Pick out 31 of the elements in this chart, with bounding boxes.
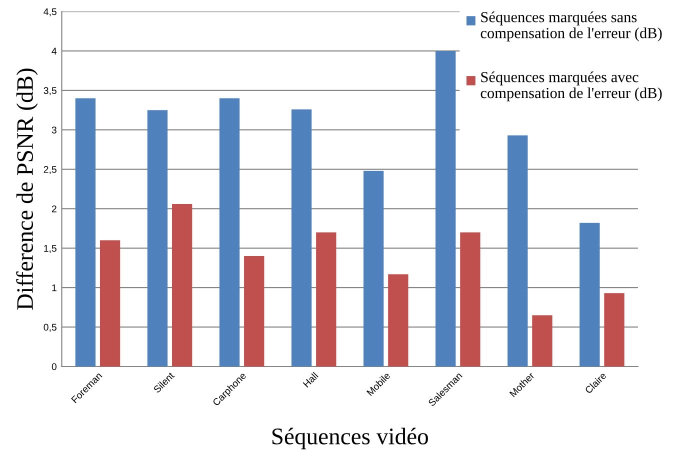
bar xyxy=(219,98,240,366)
y-tick-label: 4,5 xyxy=(44,8,56,16)
bar xyxy=(580,222,600,366)
legend-label: Séquences marquées avec compensation de l'erreur (dB) xyxy=(480,71,662,102)
bar xyxy=(604,293,624,366)
bar xyxy=(75,98,96,366)
y-tick-label: 1 xyxy=(52,284,56,292)
legend-label: Séquences marquées sans compensation de l'erreur (dB) xyxy=(480,12,662,42)
y-tick-label: 3,5 xyxy=(44,87,56,96)
bar xyxy=(436,50,456,366)
y-tick-label: 2,5 xyxy=(44,166,56,174)
bar xyxy=(244,256,264,366)
bar xyxy=(316,232,336,366)
bar xyxy=(291,109,312,366)
y-tick-label: 4 xyxy=(52,48,57,54)
y-axis-title: Difference de PSNR (dB) xyxy=(16,68,38,310)
bar xyxy=(508,135,528,366)
bar xyxy=(147,110,168,366)
y-tick-label: 0,5 xyxy=(44,324,56,332)
bar xyxy=(172,204,192,366)
bar xyxy=(460,232,480,366)
x-axis-title: Séquences vidéo xyxy=(272,428,428,450)
x-tick-label: Hall xyxy=(302,372,318,388)
y-tick-label: 2 xyxy=(52,205,56,212)
y-tick-label: 1,5 xyxy=(44,245,56,253)
y-tick-label: 0 xyxy=(52,363,56,370)
bar xyxy=(100,240,120,366)
bar xyxy=(532,315,552,366)
y-tick-label: 3 xyxy=(52,126,56,134)
bar xyxy=(388,274,408,366)
bar xyxy=(363,170,384,366)
